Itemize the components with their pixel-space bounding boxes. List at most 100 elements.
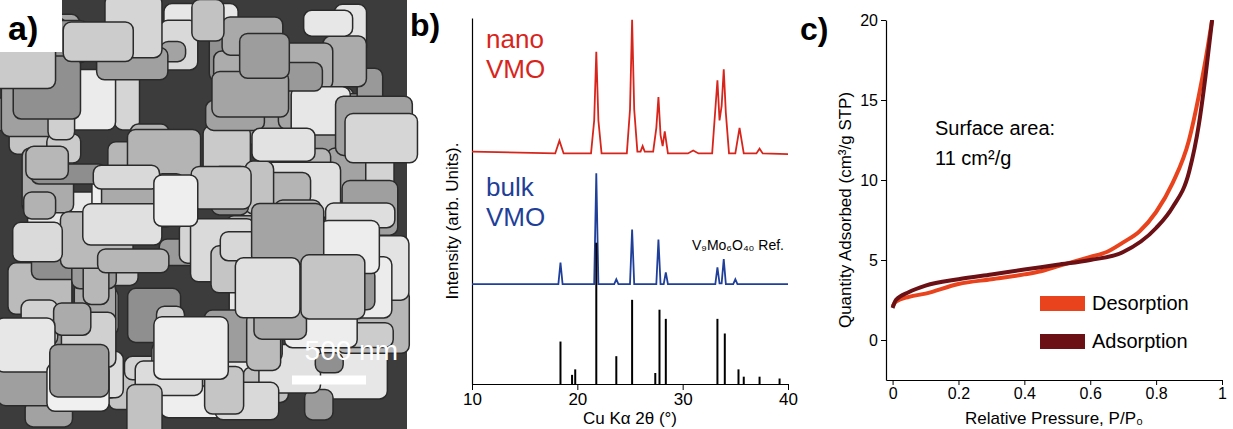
- grain: [304, 10, 353, 36]
- tick: 10: [860, 172, 886, 189]
- axis-line: [887, 380, 1223, 381]
- axis: 0 5 10 15 20: [860, 12, 886, 381]
- tick: 20: [568, 384, 587, 409]
- tick: 20: [860, 12, 886, 29]
- axis: 0 0.2 0.4 0.6 0.8 1: [887, 380, 1228, 402]
- legend-label: Adsorption: [1092, 330, 1188, 352]
- tick: 0: [869, 332, 886, 349]
- tick-label: 0: [869, 332, 878, 349]
- grains: [0, 0, 417, 429]
- grain: [83, 204, 162, 245]
- grain: [127, 384, 162, 429]
- tick: 5: [869, 252, 886, 269]
- legend-swatch: [1040, 296, 1085, 311]
- tick-mark: [893, 380, 894, 385]
- tick-label: 20: [860, 12, 878, 29]
- axis-line: [472, 19, 473, 385]
- y-axis-title: Intensity (arb. Units).: [443, 143, 462, 300]
- reference-stick: [595, 243, 597, 384]
- image-background: [0, 0, 407, 429]
- grain: [192, 0, 224, 41]
- tick: 0.6: [1080, 380, 1102, 402]
- y-axis-title: Quantity Adsorbed (cm³/g STP): [836, 92, 855, 328]
- reference-stick: [574, 369, 576, 384]
- isotherm-line: [893, 20, 1213, 308]
- panel-label: b): [410, 7, 440, 43]
- tick-mark: [1090, 380, 1091, 385]
- axis: [472, 19, 473, 385]
- tick-label: 0.4: [1014, 385, 1036, 402]
- tick: 15: [860, 92, 886, 109]
- pattern-line: [472, 20, 788, 154]
- tick-mark: [881, 180, 886, 181]
- tick-label: 0.2: [948, 385, 970, 402]
- reference-stick: [654, 373, 656, 384]
- grain: [154, 175, 198, 226]
- legend: Desorption Adsorption: [1040, 292, 1189, 352]
- series-label: V₉Mo₆O₄₀ Ref.: [692, 237, 784, 253]
- series-label: nanoVMO: [486, 24, 545, 84]
- grain: [240, 33, 290, 78]
- tick-label: 10: [463, 390, 482, 409]
- plot-area: [893, 20, 1213, 308]
- reference-stick: [779, 379, 781, 384]
- reference-stick: [724, 333, 726, 384]
- isotherm-line: [893, 20, 1213, 306]
- tick-mark: [881, 100, 886, 101]
- tick-label: 10: [860, 172, 878, 189]
- grain: [252, 128, 315, 161]
- grain: [235, 258, 300, 318]
- axis: 10 20 30 40: [463, 384, 798, 409]
- panel-label: c): [800, 11, 828, 47]
- plot-area: [472, 20, 788, 384]
- tick: 40: [779, 384, 798, 409]
- tick-label: 20: [568, 390, 587, 409]
- tick: 0.4: [1014, 380, 1036, 402]
- reference-stick: [658, 310, 660, 384]
- reference-stick: [716, 319, 718, 384]
- grain: [54, 303, 91, 335]
- grain: [191, 166, 251, 209]
- tick-mark: [1024, 380, 1025, 385]
- grain: [345, 113, 417, 162]
- axis-line: [886, 21, 887, 381]
- grain: [93, 165, 159, 189]
- tick: 1: [1218, 380, 1227, 402]
- legend-swatch: [1040, 334, 1085, 349]
- reference-stick: [759, 377, 761, 384]
- grain: [24, 192, 56, 219]
- tick-label: 40: [779, 390, 798, 409]
- tick: 0: [889, 380, 898, 402]
- tick-label: 5: [869, 252, 878, 269]
- grain: [26, 146, 68, 179]
- annotation: 11 cm²/g: [935, 147, 1011, 169]
- tick-mark: [881, 340, 886, 341]
- panel-c: 00.20.40.60.8105101520Relative Pressure,…: [800, 11, 1227, 428]
- reference-stick: [559, 342, 561, 384]
- grain: [305, 390, 333, 420]
- grain: [13, 222, 63, 261]
- tick: 30: [674, 384, 693, 409]
- tick: 10: [463, 384, 482, 409]
- reference-stick: [631, 300, 633, 384]
- grain: [98, 249, 169, 273]
- reference-stick: [743, 377, 745, 384]
- tick: 0.2: [948, 380, 970, 402]
- tick-mark: [1222, 380, 1223, 385]
- grain: [0, 318, 55, 372]
- reference-stick: [615, 356, 617, 384]
- grain: [154, 317, 228, 380]
- panel-b: 10203040Cu Kα 2θ (°)Intensity (arb. Unit…: [410, 7, 798, 428]
- tick-mark: [958, 380, 959, 385]
- tick-label: 15: [860, 92, 878, 109]
- tick: 0.8: [1145, 380, 1167, 402]
- scale-bar: [292, 376, 366, 385]
- grain: [50, 344, 109, 396]
- tick-label: 0: [889, 385, 898, 402]
- panel-label: a): [8, 9, 38, 47]
- series-label: bulkVMO: [486, 172, 545, 232]
- annotation: Surface area:: [935, 117, 1055, 139]
- reference-stick: [571, 375, 573, 384]
- tick-label: 0.8: [1145, 385, 1167, 402]
- legend-label: Desorption: [1092, 292, 1189, 314]
